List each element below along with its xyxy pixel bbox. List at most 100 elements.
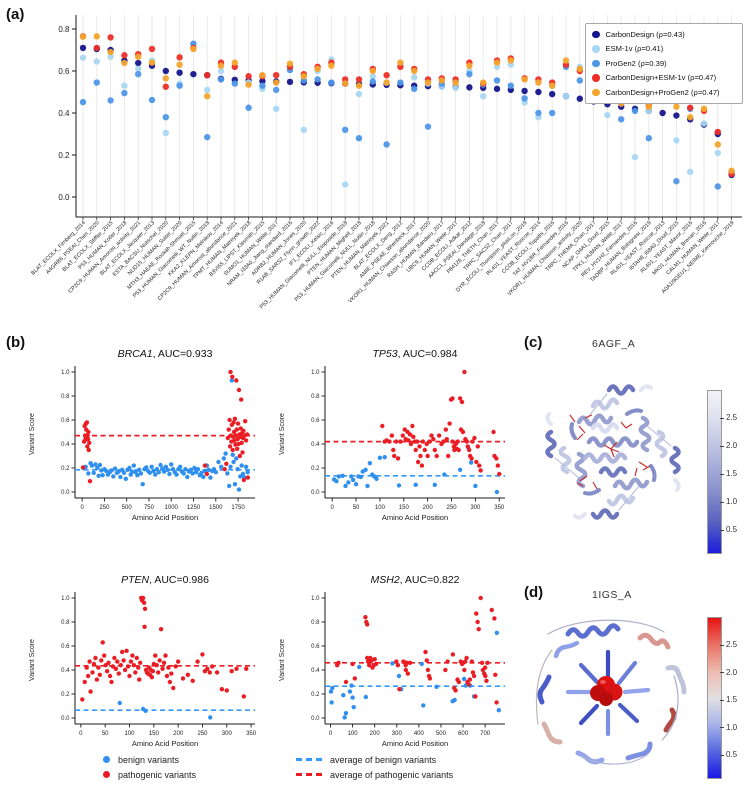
legend-label: ESM-1v (ρ=0.41) bbox=[605, 44, 664, 54]
svg-text:BRCA1, AUC=0.933: BRCA1, AUC=0.933 bbox=[118, 348, 213, 360]
pathogenic-dot-icon bbox=[103, 771, 110, 778]
svg-text:Variant Score: Variant Score bbox=[279, 413, 286, 455]
svg-text:1.0: 1.0 bbox=[61, 596, 70, 602]
legend-avg-benign: average of benign variants bbox=[296, 753, 436, 766]
svg-text:0.0: 0.0 bbox=[61, 716, 70, 722]
svg-text:100: 100 bbox=[375, 505, 386, 511]
legend-pathogenic: pathogenic variants bbox=[103, 768, 196, 781]
svg-text:100: 100 bbox=[124, 731, 135, 737]
colorbar-tick bbox=[720, 529, 724, 531]
legend-label: CarbonDesign (ρ=0.43) bbox=[605, 29, 685, 39]
svg-text:MSH2, AUC=0.822: MSH2, AUC=0.822 bbox=[370, 574, 459, 586]
svg-text:0.8: 0.8 bbox=[311, 620, 320, 626]
svg-text:1.0: 1.0 bbox=[61, 370, 70, 376]
colorbar-tick-label: 2.5 bbox=[726, 413, 738, 423]
ligand-sticks bbox=[569, 414, 651, 490]
svg-text:1000: 1000 bbox=[165, 505, 179, 511]
svg-text:50: 50 bbox=[353, 505, 360, 511]
legend-label: average of benign variants bbox=[330, 754, 437, 765]
legend-item: ProGen2 (ρ=0.39) bbox=[592, 56, 738, 71]
colorbar-tick-label: 1.0 bbox=[726, 722, 738, 732]
legend-item: CarbonDesign+ProGen2 (ρ=0.47) bbox=[592, 85, 738, 100]
svg-text:350: 350 bbox=[246, 731, 257, 737]
colorbar-tick-label: 2.0 bbox=[726, 667, 738, 677]
panel-b-label: (b) bbox=[6, 334, 26, 351]
svg-text:1250: 1250 bbox=[187, 505, 201, 511]
svg-text:0: 0 bbox=[80, 505, 84, 511]
colorbar-tick bbox=[720, 672, 724, 674]
colorbar-tick-label: 1.0 bbox=[726, 497, 738, 507]
svg-text:0.8: 0.8 bbox=[58, 25, 70, 34]
panel-a-legend: CarbonDesign (ρ=0.43) ESM-1v (ρ=0.41) Pr… bbox=[585, 23, 743, 104]
svg-text:PTEN, AUC=0.986: PTEN, AUC=0.986 bbox=[121, 574, 209, 586]
svg-text:0.4: 0.4 bbox=[311, 442, 320, 448]
svg-text:0.0: 0.0 bbox=[58, 193, 70, 202]
svg-text:0.2: 0.2 bbox=[61, 466, 70, 472]
svg-text:0: 0 bbox=[330, 505, 334, 511]
svg-text:0.0: 0.0 bbox=[311, 490, 320, 496]
svg-text:0.2: 0.2 bbox=[311, 466, 320, 472]
msh2-scatter-chart: 0 100 200 300 400 500 600 700 0.0 0.2 0.4 0.6 0.8 1.0… bbox=[279, 574, 505, 748]
svg-text:500: 500 bbox=[436, 731, 447, 737]
legend-avg-pathogenic: average of pathogenic variants bbox=[296, 768, 453, 781]
panel-c-label: (c) bbox=[524, 334, 543, 351]
svg-text:Variant Score: Variant Score bbox=[279, 639, 286, 681]
panel-d-title: 1IGS_A bbox=[592, 589, 632, 601]
binding-site-spheres bbox=[590, 676, 623, 706]
colorbar-c bbox=[707, 390, 722, 554]
colorbar-tick bbox=[720, 417, 724, 419]
benign-dot-icon bbox=[103, 756, 110, 763]
svg-text:Amino Acid Position: Amino Acid Position bbox=[132, 739, 198, 748]
svg-text:1500: 1500 bbox=[209, 505, 223, 511]
panel-a-chart: BLAT_ECOLX_Firnberg_2014A4GRB6_PSEAI_Che… bbox=[30, 15, 742, 310]
svg-text:200: 200 bbox=[423, 505, 434, 511]
svg-text:250: 250 bbox=[447, 505, 458, 511]
svg-text:0.8: 0.8 bbox=[61, 394, 70, 400]
tp53-scatter-chart: 0 50 100 150 200 250 300 350 0.0 0.2 0.4 0.6 0.8 1.0 V… bbox=[279, 348, 505, 522]
svg-text:250: 250 bbox=[197, 731, 208, 737]
colorbar-tick-label: 0.5 bbox=[726, 525, 738, 535]
colorbar-tick-label: 1.5 bbox=[726, 695, 738, 705]
svg-text:1750: 1750 bbox=[231, 505, 245, 511]
protein-structure-1igs bbox=[535, 619, 687, 765]
svg-text:300: 300 bbox=[392, 731, 403, 737]
legend-benign: benign variants bbox=[103, 753, 179, 766]
pathogenic-dashed-line-icon bbox=[296, 773, 322, 776]
svg-text:0: 0 bbox=[329, 731, 333, 737]
pten-scatter-chart: 0 50 100 150 200 250 300 350 0.0 0.2 0.4 0.6 0.8 1.0 V… bbox=[29, 574, 257, 748]
svg-text:400: 400 bbox=[414, 731, 425, 737]
svg-text:0: 0 bbox=[79, 731, 83, 737]
svg-text:0.8: 0.8 bbox=[61, 620, 70, 626]
svg-text:Amino Acid Position: Amino Acid Position bbox=[382, 739, 448, 748]
svg-text:0.6: 0.6 bbox=[61, 418, 70, 424]
svg-text:350: 350 bbox=[494, 505, 505, 511]
svg-text:0.6: 0.6 bbox=[61, 644, 70, 650]
legend-label: CarbonDesign+ProGen2 (ρ=0.47) bbox=[605, 87, 720, 97]
svg-text:0.2: 0.2 bbox=[58, 151, 70, 160]
legend-label: benign variants bbox=[118, 754, 180, 765]
svg-text:1.0: 1.0 bbox=[311, 596, 320, 602]
svg-text:0.8: 0.8 bbox=[311, 394, 320, 400]
svg-text:Variant Score: Variant Score bbox=[29, 639, 36, 681]
legend-label: CarbonDesign+ESM-1v (ρ=0.47) bbox=[605, 73, 717, 83]
benign-dashed-line-icon bbox=[296, 758, 322, 761]
svg-text:200: 200 bbox=[370, 731, 381, 737]
svg-text:300: 300 bbox=[470, 505, 481, 511]
svg-text:300: 300 bbox=[222, 731, 233, 737]
svg-text:0.6: 0.6 bbox=[311, 418, 320, 424]
colorbar-tick-label: 1.5 bbox=[726, 469, 738, 479]
colorbar-tick bbox=[720, 501, 724, 503]
legend-item: CarbonDesign+ESM-1v (ρ=0.47) bbox=[592, 71, 738, 86]
svg-text:100: 100 bbox=[348, 731, 359, 737]
colorbar-tick bbox=[720, 445, 724, 447]
panel-a-label: (a) bbox=[6, 6, 25, 23]
colorbar-tick-label: 0.5 bbox=[726, 750, 738, 760]
panel-c-title: 6AGF_A bbox=[592, 338, 636, 350]
svg-text:0.4: 0.4 bbox=[311, 668, 320, 674]
colorbar-tick bbox=[720, 644, 724, 646]
colorbar-tick bbox=[720, 727, 724, 729]
colorbar-tick-label: 2.0 bbox=[726, 441, 738, 451]
svg-text:1.0: 1.0 bbox=[311, 370, 320, 376]
legend-dot-icon bbox=[592, 30, 600, 38]
